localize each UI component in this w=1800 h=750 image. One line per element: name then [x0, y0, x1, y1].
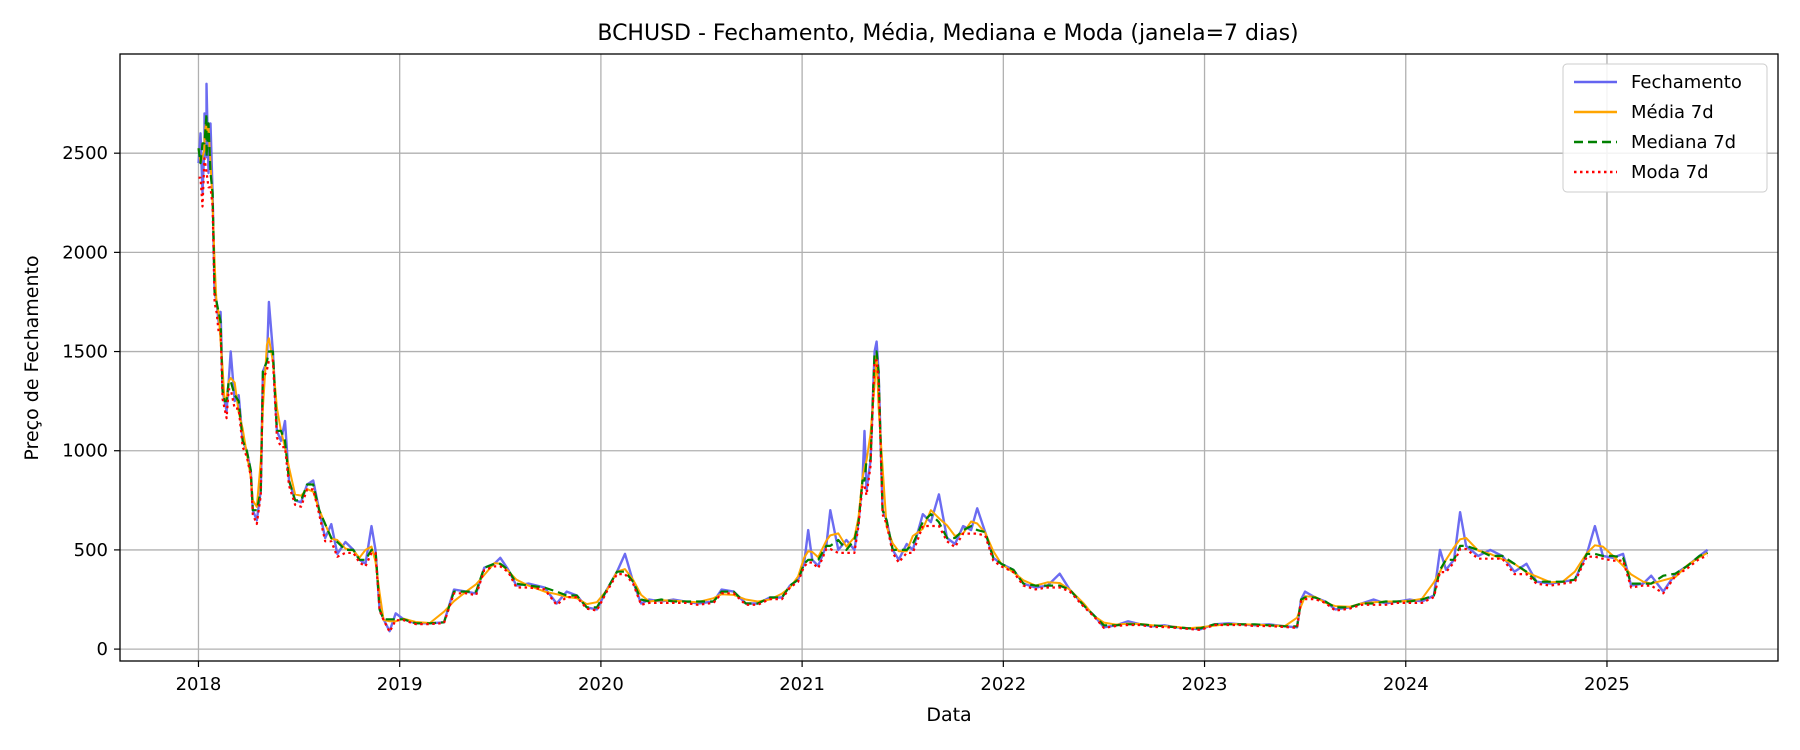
- legend: Fechamento Média 7d Mediana 7d Moda 7d: [1562, 63, 1768, 193]
- x-axis-label: Data: [926, 704, 971, 726]
- y-axis-label: Preço de Fechamento: [21, 255, 43, 460]
- y-tick-label: 500: [74, 540, 108, 561]
- legend-label: Fechamento: [1631, 72, 1742, 93]
- y-axis-ticks: 0 500 1000 1500 2000 2500: [62, 143, 120, 660]
- y-tick-label: 2000: [62, 242, 108, 263]
- x-tick-label: 2021: [779, 674, 825, 695]
- series-lines: [197, 82, 1709, 633]
- legend-label: Moda 7d: [1631, 162, 1709, 183]
- series-line-4: [198, 157, 1708, 633]
- legend-box: [1562, 63, 1768, 193]
- grid-lines: [120, 54, 1778, 661]
- y-tick-label: 1500: [62, 342, 108, 363]
- x-tick-label: 2025: [1584, 674, 1630, 695]
- y-tick-label: 0: [97, 639, 108, 660]
- series-line-3: [197, 112, 1708, 630]
- x-tick-label: 2024: [1383, 674, 1429, 695]
- x-tick-label: 2020: [578, 674, 624, 695]
- chart-title: BCHUSD - Fechamento, Média, Mediana e Mo…: [597, 21, 1298, 46]
- x-tick-label: 2019: [377, 674, 423, 695]
- y-tick-label: 1000: [62, 441, 108, 462]
- x-tick-label: 2018: [176, 674, 222, 695]
- x-axis-ticks: 2018 2019 2020 2021 2022 2023 2024 2025: [176, 661, 1630, 695]
- x-tick-label: 2023: [1182, 674, 1228, 695]
- plot-frame: [119, 53, 1779, 662]
- y-tick-label: 2500: [62, 143, 108, 164]
- legend-label: Mediana 7d: [1631, 132, 1736, 153]
- legend-label: Média 7d: [1631, 102, 1714, 123]
- x-tick-label: 2022: [980, 674, 1026, 695]
